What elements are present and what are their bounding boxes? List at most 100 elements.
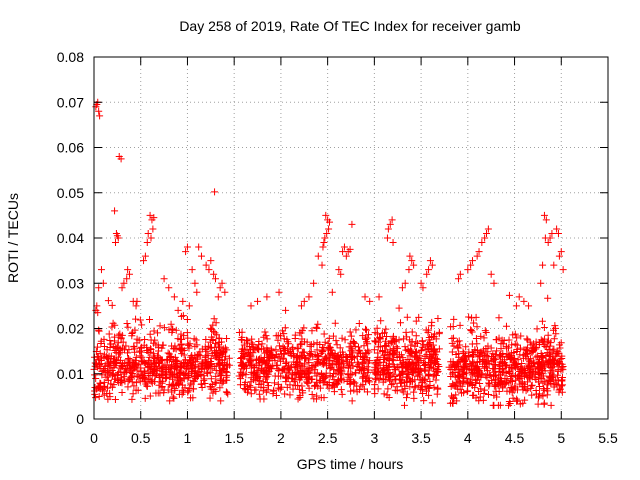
data-point: [484, 225, 492, 233]
data-point: [165, 350, 173, 358]
data-point: [426, 363, 434, 371]
data-point: [110, 355, 118, 363]
data-point: [278, 366, 286, 374]
data-point: [490, 372, 498, 380]
data-point: [280, 330, 288, 338]
data-point: [237, 359, 245, 367]
data-point: [320, 330, 328, 338]
y-axis-label: ROTI / TECUs: [5, 193, 21, 283]
data-point: [467, 366, 475, 374]
chart-title: Day 258 of 2019, Rate Of TEC Index for r…: [179, 18, 521, 34]
data-point: [495, 368, 503, 376]
data-point: [305, 293, 313, 301]
data-point: [407, 341, 415, 349]
data-point: [460, 370, 468, 378]
data-point: [435, 363, 443, 371]
data-point: [151, 336, 159, 344]
data-point: [406, 336, 414, 344]
data-point: [156, 378, 164, 386]
data-point: [473, 358, 481, 366]
data-point: [550, 335, 558, 343]
data-point: [496, 353, 504, 361]
data-point: [472, 334, 480, 342]
data-point: [120, 279, 128, 287]
data-point: [395, 304, 403, 312]
data-point: [462, 343, 470, 351]
data-point: [347, 355, 355, 363]
data-point: [372, 376, 380, 384]
data-point: [290, 358, 298, 366]
data-point: [431, 330, 439, 338]
data-point: [125, 355, 133, 363]
data-point: [396, 319, 404, 327]
data-point: [112, 375, 120, 383]
data-point: [478, 239, 486, 247]
data-point: [297, 302, 305, 310]
data-point: [380, 358, 388, 366]
data-point: [171, 353, 179, 361]
data-point: [270, 379, 278, 387]
data-point: [387, 381, 395, 389]
data-point: [171, 385, 179, 393]
data-point: [322, 353, 330, 361]
data-point: [499, 340, 507, 348]
data-point: [546, 342, 554, 350]
data-point: [210, 362, 218, 370]
data-point: [553, 381, 561, 389]
data-point: [303, 378, 311, 386]
data-point: [288, 345, 296, 353]
data-point: [311, 382, 319, 390]
data-point: [398, 377, 406, 385]
data-point: [456, 321, 464, 329]
data-point: [246, 382, 254, 390]
data-point: [217, 397, 225, 405]
data-point: [304, 379, 312, 387]
data-point: [125, 375, 133, 383]
data-point: [401, 343, 409, 351]
data-point: [469, 353, 477, 361]
data-point: [418, 337, 426, 345]
data-point: [261, 328, 269, 336]
data-point: [550, 261, 558, 269]
data-point: [236, 381, 244, 389]
data-point: [352, 326, 360, 334]
data-point: [255, 381, 263, 389]
data-point: [511, 340, 519, 348]
data-point: [434, 315, 442, 323]
data-point: [326, 218, 334, 226]
x-tick-label: 1: [184, 430, 192, 446]
y-tick-label: 0.04: [57, 230, 84, 246]
data-point: [392, 376, 400, 384]
data-point: [482, 352, 490, 360]
data-point: [191, 343, 199, 351]
data-point: [339, 351, 347, 359]
data-point: [473, 323, 481, 331]
data-point: [102, 373, 110, 381]
data-point: [238, 361, 246, 369]
data-point: [406, 252, 414, 260]
x-axis-label: GPS time / hours: [297, 456, 404, 472]
data-point: [117, 377, 125, 385]
data-point: [348, 370, 356, 378]
data-point: [320, 374, 328, 382]
data-point: [133, 335, 141, 343]
data-point: [167, 320, 175, 328]
data-point: [347, 387, 355, 395]
grid-lines: [94, 57, 608, 419]
data-point: [357, 349, 365, 357]
data-point: [329, 332, 337, 340]
data-point: [495, 361, 503, 369]
data-point: [447, 323, 455, 331]
data-point: [118, 389, 126, 397]
data-point: [158, 379, 166, 387]
data-point: [313, 392, 321, 400]
data-point: [169, 326, 177, 334]
data-point: [422, 387, 430, 395]
data-point: [522, 387, 530, 395]
data-point: [532, 386, 540, 394]
data-point: [537, 349, 545, 357]
data-point: [202, 336, 210, 344]
data-point: [371, 360, 379, 368]
data-point: [130, 382, 138, 390]
data-point: [168, 369, 176, 377]
